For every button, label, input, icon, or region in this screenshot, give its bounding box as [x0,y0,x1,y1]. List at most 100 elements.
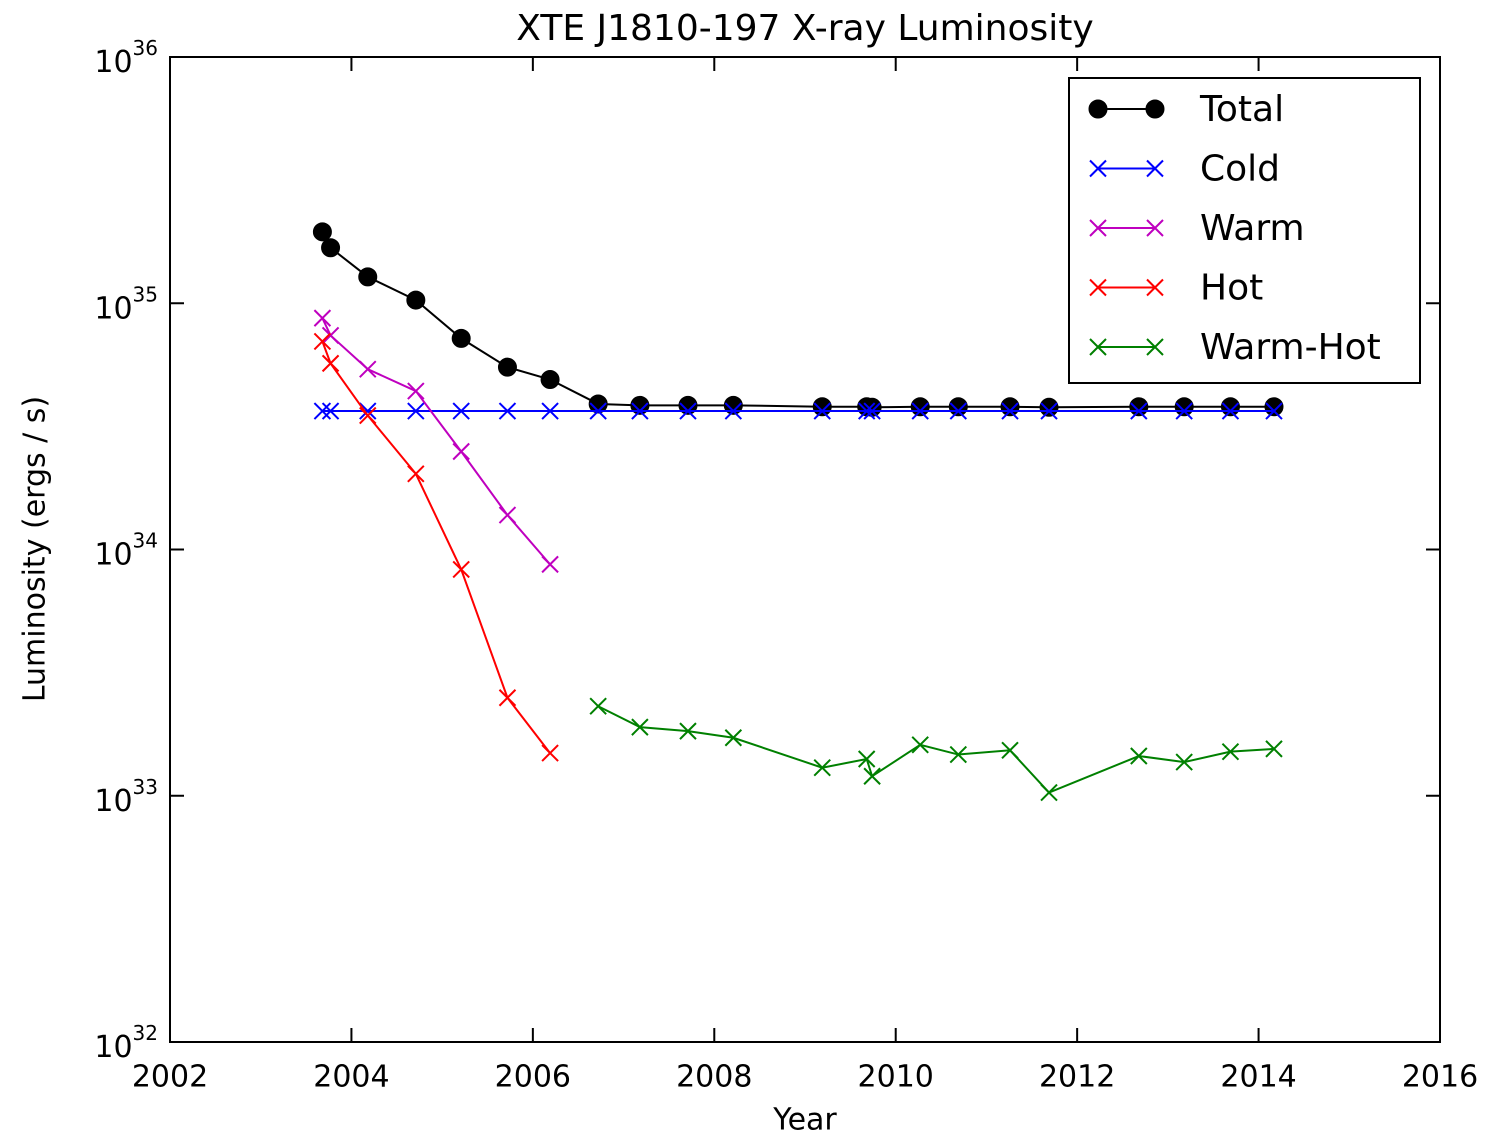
data-point [1265,402,1283,420]
data-point [407,382,425,400]
data-point [451,328,471,348]
data-point [1265,740,1283,758]
y-tick-label: 1032 [94,1021,158,1065]
data-point [1221,402,1240,420]
data-point [359,406,377,425]
data-point [863,402,881,420]
data-point [1174,397,1194,417]
data-point [1000,397,1020,417]
data-point [1264,397,1284,417]
data-point [678,395,698,415]
data-point [541,555,559,574]
data-point [1001,741,1019,759]
data-point [589,402,607,420]
x-tick-label: 2014 [1220,1060,1296,1095]
data-point [407,402,425,420]
legend-label: Total [1199,89,1284,130]
data-point [1221,742,1240,761]
data-point [321,354,340,373]
data-point [540,370,560,390]
data-point [321,238,341,258]
data-point [1129,397,1149,417]
data-point [910,397,930,417]
data-point [321,402,340,420]
legend-frame [1068,77,1421,384]
data-point [724,402,743,420]
data-point [862,397,882,417]
legend-marker [1089,159,1107,178]
data-point [631,718,649,736]
data-point [911,736,929,754]
x-tick-label: 2008 [676,1060,752,1095]
legend-marker [1089,278,1107,297]
data-point [949,402,968,420]
data-point [1130,747,1148,765]
data-point [313,402,332,420]
data-point [911,402,929,420]
legend-label: Cold [1200,149,1280,190]
legend-marker [1089,338,1107,356]
data-point [497,357,517,377]
data-point [313,332,332,351]
data-point [949,745,968,764]
data-point [498,402,517,420]
x-tick-label: 2004 [313,1060,389,1095]
y-tick-label: 1036 [94,36,158,80]
chart-title: XTE J1810-197 X-ray Luminosity [516,8,1093,49]
data-point [857,402,876,420]
data-point [724,729,743,747]
legend-label: Warm-Hot [1200,327,1381,368]
legend-marker [1145,99,1165,119]
data-point [407,465,425,483]
legend-label: Hot [1200,268,1263,309]
data-point [1039,397,1059,417]
data-point [1130,402,1148,420]
x-tick-label: 2002 [132,1060,208,1095]
data-point [359,402,377,420]
y-tick-label: 1035 [94,282,158,326]
data-point [541,744,559,762]
y-tick-label: 1034 [94,528,158,572]
data-point [631,402,649,420]
x-tick-label: 2016 [1402,1060,1478,1095]
data-point [588,394,608,414]
legend-marker [1146,338,1164,356]
data-point [452,402,470,420]
data-point [723,395,743,415]
legend-marker [1146,278,1164,297]
data-point [498,689,517,707]
legend-marker [1146,159,1164,178]
series-line [321,231,1274,409]
data-point [813,758,831,777]
data-point [312,222,332,242]
data-point [359,360,377,378]
data-point [857,750,876,768]
y-tick-label: 1033 [94,774,158,818]
data-point [679,722,697,740]
data-point [452,442,470,461]
data-point [948,397,968,417]
data-point [541,402,559,420]
series-line [321,341,551,754]
data-point [452,560,470,579]
data-point [1220,397,1240,417]
data-point [321,326,340,345]
data-point [630,395,650,415]
data-point [313,309,332,327]
x-tick-label: 2012 [1039,1060,1115,1095]
legend-marker [1089,219,1107,237]
data-point [1175,402,1193,420]
data-point [1001,402,1019,420]
legend-marker [1146,219,1164,237]
series-line [597,705,1275,794]
data-point [863,767,881,785]
legend-label: Warm [1200,208,1305,249]
data-point [679,402,697,420]
data-point [358,267,378,287]
data-point [1040,402,1058,420]
data-point [812,397,832,417]
x-tick-label: 2010 [858,1060,934,1095]
data-point [813,402,831,420]
x-tick-label: 2006 [495,1060,571,1095]
